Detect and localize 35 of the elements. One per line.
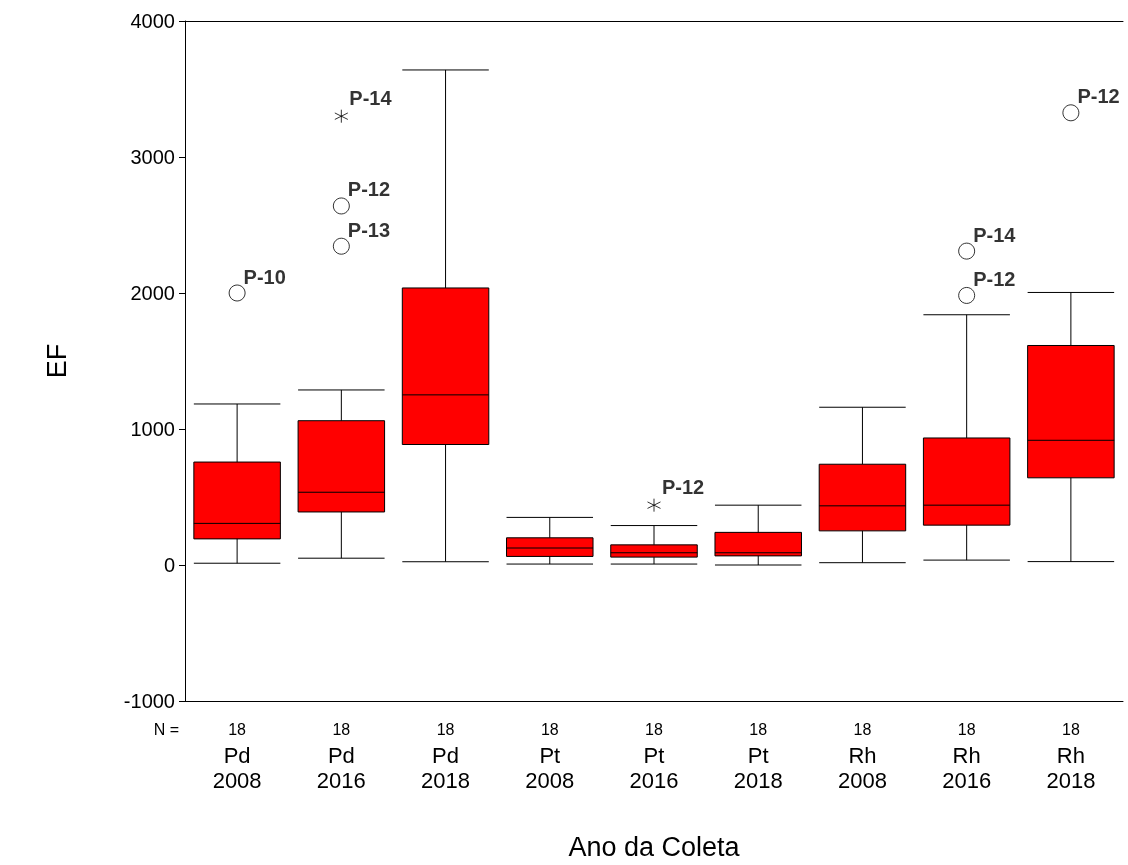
text: 18	[853, 720, 872, 738]
text: 18	[436, 720, 455, 738]
data-label: P-14	[973, 223, 1017, 246]
x-tick-label: Pd 2016	[316, 743, 366, 793]
y-tick-label: 3000	[130, 146, 175, 168]
x-tick-label: Rh 2016	[942, 743, 992, 793]
y-tick-label: 4000	[130, 10, 175, 32]
data-label: P-12	[973, 267, 1016, 290]
x-tick-label: Pt 2016	[629, 743, 679, 793]
text: 18	[645, 720, 663, 738]
x-tick-label: Pt 2018	[733, 743, 783, 793]
y-tick-label: 1000	[130, 418, 175, 440]
y-axis-title: EF	[41, 343, 72, 379]
x-tick-label: Rh 2008	[837, 743, 887, 793]
x-axis-title: Ano da Coleta	[568, 831, 741, 862]
text: 18	[1061, 720, 1080, 738]
text: 18	[228, 720, 247, 738]
text: 18	[749, 720, 768, 738]
x-tick-label: Pd 2008	[212, 743, 262, 793]
y-tick-label: 0	[163, 554, 175, 576]
x-tick-label: Pt 2008	[525, 743, 575, 793]
text: 18	[957, 720, 976, 738]
x-tick-label: Pd 2018	[421, 743, 471, 793]
text: 18	[540, 720, 559, 738]
data-label: P-10	[243, 265, 286, 288]
data-label: P-14	[349, 87, 393, 110]
text: N =	[153, 720, 179, 738]
data-label: P-12	[347, 178, 391, 201]
data-label: P-13	[347, 218, 391, 241]
data-label: P-12	[1077, 85, 1120, 108]
x-tick-label: Rh 2018	[1046, 743, 1096, 793]
y-tick-label: 2000	[130, 282, 175, 304]
data-label: P-12	[662, 476, 705, 499]
text: 18	[332, 720, 351, 738]
y-tick-label: -1000	[123, 690, 175, 712]
